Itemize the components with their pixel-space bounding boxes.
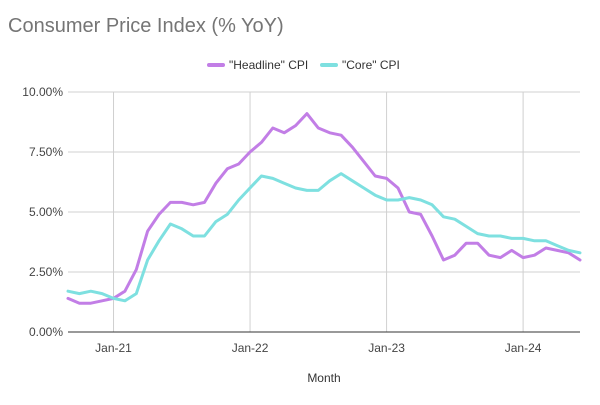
- gridlines: [68, 91, 580, 332]
- y-tick-label: 5.00%: [29, 205, 63, 219]
- x-tick-label: Jan-22: [232, 341, 269, 355]
- x-tick-label: Jan-23: [368, 341, 405, 355]
- y-tick-label: 0.00%: [29, 325, 63, 339]
- y-tick-label: 7.50%: [29, 145, 63, 159]
- legend-label-headline: "Headline" CPI: [229, 58, 308, 72]
- x-tick-label: Jan-24: [505, 341, 542, 355]
- y-tick-label: 2.50%: [29, 265, 63, 279]
- series-line-headline: [66, 112, 582, 305]
- legend: "Headline" CPI "Core" CPI: [207, 58, 400, 72]
- axes: 0.00% 2.50% 5.00% 7.50% 10.00% Jan-21 Jan-22 Ja…: [22, 85, 580, 355]
- x-axis-title: Month: [307, 371, 340, 385]
- series-lines: [66, 112, 582, 305]
- series-line-core: [66, 172, 582, 303]
- y-tick-label: 10.00%: [22, 85, 63, 99]
- legend-label-core: "Core" CPI: [342, 58, 400, 72]
- chart-title: Consumer Price Index (% YoY): [8, 15, 284, 37]
- x-tick-label: Jan-21: [95, 341, 132, 355]
